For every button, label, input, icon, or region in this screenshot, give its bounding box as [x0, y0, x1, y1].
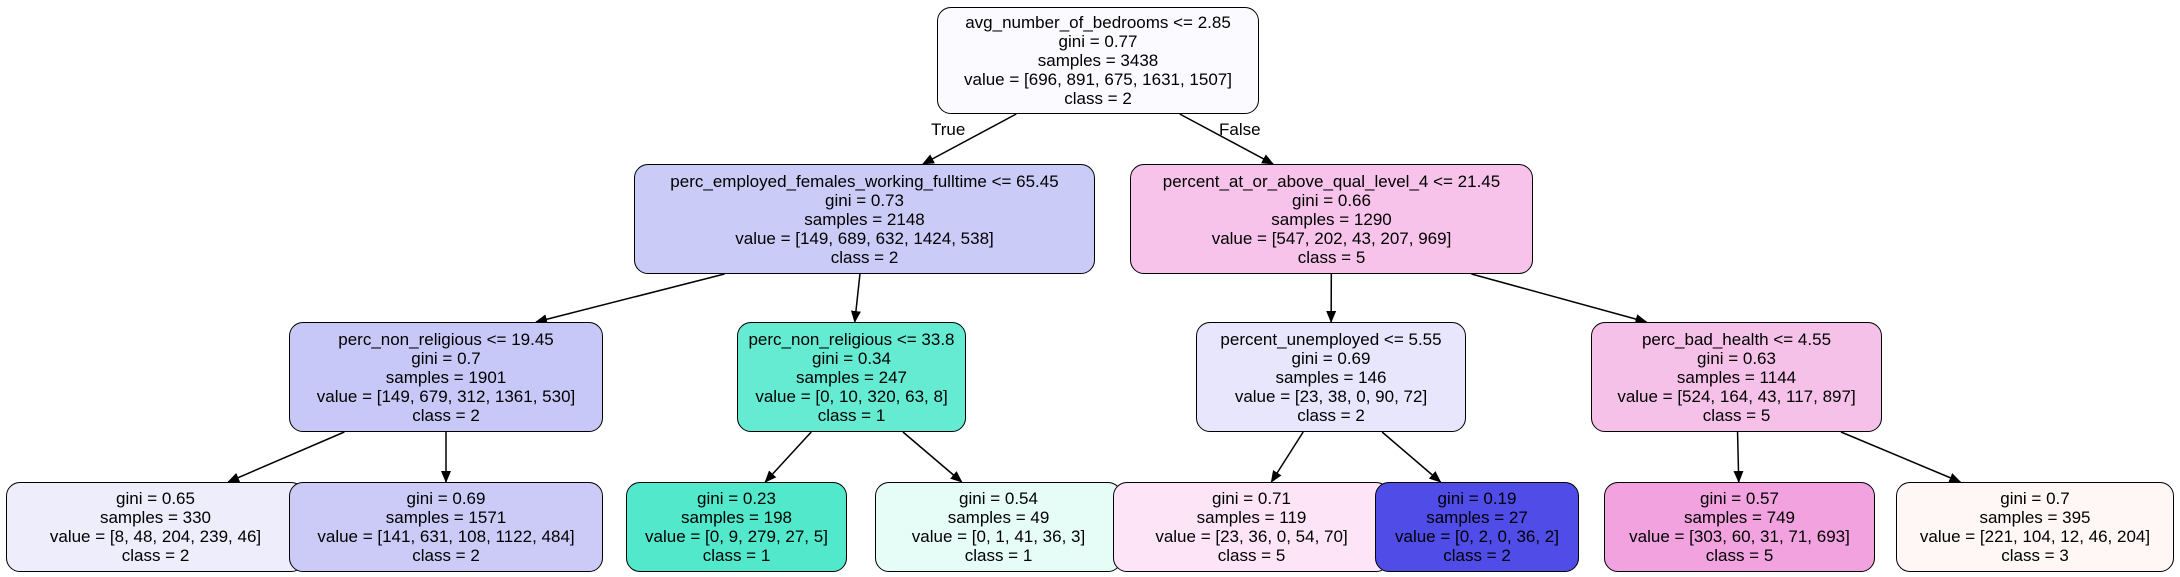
- node-line: gini = 0.77: [1058, 32, 1138, 51]
- node-line: class = 5: [1702, 405, 1771, 425]
- node-line: value = [8, 48, 204, 239, 46]: [49, 527, 262, 546]
- node-line: class = 2: [412, 405, 480, 425]
- node-line: gini = 0.54: [959, 489, 1038, 508]
- node-line: samples = 119: [1196, 508, 1307, 527]
- node-line: value = [141, 631, 108, 1122, 484]: [317, 527, 575, 546]
- node-line: perc_bad_health <= 4.55: [1641, 329, 1832, 349]
- node-line: perc_employed_females_working_fulltime <…: [670, 171, 1059, 191]
- node-line: percent_unemployed <= 5.55: [1220, 329, 1442, 349]
- tree-node-n10: gini = 0.54 samples = 49 value = [0, 1, 41…: [875, 482, 1122, 572]
- node-line: class = 2: [1297, 405, 1365, 425]
- node-line: class = 2: [1064, 89, 1132, 108]
- node-line: value = [0, 10, 320, 63, 8]: [755, 386, 948, 406]
- tree-node-n14: gini = 0.7 samples = 395 value = [221, 104…: [1896, 482, 2174, 572]
- node-line: value = [0, 9, 279, 27, 5]: [645, 527, 828, 546]
- tree-node-n13: gini = 0.57 samples = 749 value = [303, 60…: [1604, 482, 1875, 572]
- edge-label-true: True: [931, 120, 966, 139]
- tree-node-n12: gini = 0.19 samples = 27 value = [0, 2, 0,…: [1375, 482, 1579, 572]
- node-line: value = [23, 38, 0, 90, 72]: [1234, 386, 1428, 406]
- node-line: samples = 1144: [1676, 367, 1797, 387]
- tree-node-n3: perc_non_religious <= 19.45 gini = 0.7 sam…: [289, 322, 603, 432]
- node-line: value = [696, 891, 675, 1631, 1507]: [964, 70, 1232, 89]
- edge-n4-n10: [902, 431, 963, 483]
- tree-node-n11: gini = 0.71 samples = 119 value = [23, 36,…: [1113, 482, 1390, 572]
- node-line: gini = 0.65: [116, 489, 195, 508]
- node-line: samples = 330: [99, 508, 212, 527]
- tree-node-n0: avg_number_of_bedrooms <= 2.85 gini = 0.7…: [937, 7, 1259, 114]
- node-line: value = [149, 679, 312, 1361, 530]: [316, 386, 576, 406]
- node-line: gini = 0.73: [825, 190, 904, 210]
- node-line: class = 2: [1443, 546, 1511, 565]
- node-line: samples = 3438: [1037, 51, 1159, 70]
- edge-n0-n2: [1179, 113, 1275, 165]
- node-line: gini = 0.7: [2000, 489, 2070, 508]
- node-line: value = [221, 104, 12, 46, 204]: [1919, 527, 2151, 546]
- node-line: value = [524, 164, 43, 117, 897]: [1617, 386, 1856, 406]
- node-line: samples = 247: [795, 367, 908, 387]
- tree-node-n9: gini = 0.23 samples = 198 value = [0, 9, 2…: [626, 482, 847, 572]
- node-line: percent_at_or_above_qual_level_4 <= 21.4…: [1162, 171, 1501, 191]
- node-line: gini = 0.57: [1700, 489, 1779, 508]
- node-line: samples = 395: [1979, 508, 2091, 527]
- edge-n4-n9: [764, 431, 812, 483]
- tree-node-n7: gini = 0.65 samples = 330 value = [8, 48, …: [6, 482, 305, 572]
- node-line: gini = 0.23: [697, 489, 776, 508]
- node-line: gini = 0.34: [812, 348, 891, 368]
- node-line: gini = 0.66: [1292, 190, 1371, 210]
- edge-n6-n14: [1840, 431, 1962, 483]
- node-line: samples = 1290: [1271, 209, 1392, 229]
- node-line: samples = 1571: [385, 508, 507, 527]
- node-line: gini = 0.69: [1291, 348, 1371, 368]
- node-line: value = [0, 2, 0, 36, 2]: [1395, 527, 1559, 546]
- tree-node-n8: gini = 0.69 samples = 1571 value = [141, 6…: [289, 482, 603, 572]
- tree-node-n2: percent_at_or_above_qual_level_4 <= 21.4…: [1130, 164, 1533, 274]
- node-line: class = 2: [121, 546, 190, 565]
- edge-n6-n13: [1733, 431, 1744, 483]
- edge-n1-n4: [850, 273, 861, 323]
- node-line: gini = 0.63: [1697, 348, 1776, 368]
- edge-label-false: False: [1219, 120, 1261, 139]
- tree-node-n4: perc_non_religious <= 33.8 gini = 0.34 sam…: [737, 322, 966, 432]
- node-line: value = [0, 1, 41, 36, 3]: [911, 527, 1086, 546]
- edge-n0-n1: [921, 113, 1017, 165]
- node-line: perc_non_religious <= 19.45: [338, 329, 554, 349]
- node-line: class = 5: [1217, 546, 1286, 565]
- node-line: samples = 198: [680, 508, 793, 527]
- node-line: class = 3: [2001, 546, 2069, 565]
- node-line: gini = 0.69: [406, 489, 486, 508]
- edge-n3-n7: [227, 431, 345, 483]
- edge-n2-n6: [1471, 273, 1648, 324]
- node-line: class = 2: [412, 546, 480, 565]
- node-line: class = 1: [702, 546, 771, 565]
- node-line: value = [547, 202, 43, 207, 969]: [1211, 228, 1452, 248]
- node-line: value = [303, 60, 31, 71, 693]: [1629, 527, 1850, 546]
- node-line: perc_non_religious <= 33.8: [748, 329, 955, 349]
- edge-n5-n11: [1270, 431, 1304, 483]
- edge-n5-n12: [1381, 431, 1442, 483]
- node-line: samples = 749: [1683, 508, 1796, 527]
- node-line: value = [23, 36, 0, 54, 70]: [1155, 527, 1348, 546]
- node-line: gini = 0.71: [1212, 489, 1291, 508]
- tree-node-n6: perc_bad_health <= 4.55 gini = 0.63 sample…: [1591, 322, 1882, 432]
- node-line: class = 2: [830, 247, 899, 267]
- node-line: samples = 146: [1275, 367, 1387, 387]
- tree-node-n5: percent_unemployed <= 5.55 gini = 0.69 sam…: [1196, 322, 1466, 432]
- edge-n1-n3: [535, 273, 725, 325]
- node-line: value = [149, 689, 632, 1424, 538]: [735, 228, 994, 248]
- node-line: avg_number_of_bedrooms <= 2.85: [965, 13, 1231, 32]
- node-line: gini = 0.7: [411, 348, 481, 368]
- node-line: gini = 0.19: [1437, 489, 1517, 508]
- node-line: samples = 49: [947, 508, 1050, 527]
- node-line: samples = 2148: [804, 209, 925, 229]
- node-line: class = 1: [964, 546, 1033, 565]
- tree-node-n1: perc_employed_females_working_fulltime <…: [634, 164, 1095, 274]
- node-line: class = 5: [1297, 247, 1366, 267]
- node-line: class = 1: [817, 405, 886, 425]
- node-line: class = 5: [1705, 546, 1774, 565]
- node-line: samples = 27: [1426, 508, 1528, 527]
- node-line: samples = 1901: [385, 367, 507, 387]
